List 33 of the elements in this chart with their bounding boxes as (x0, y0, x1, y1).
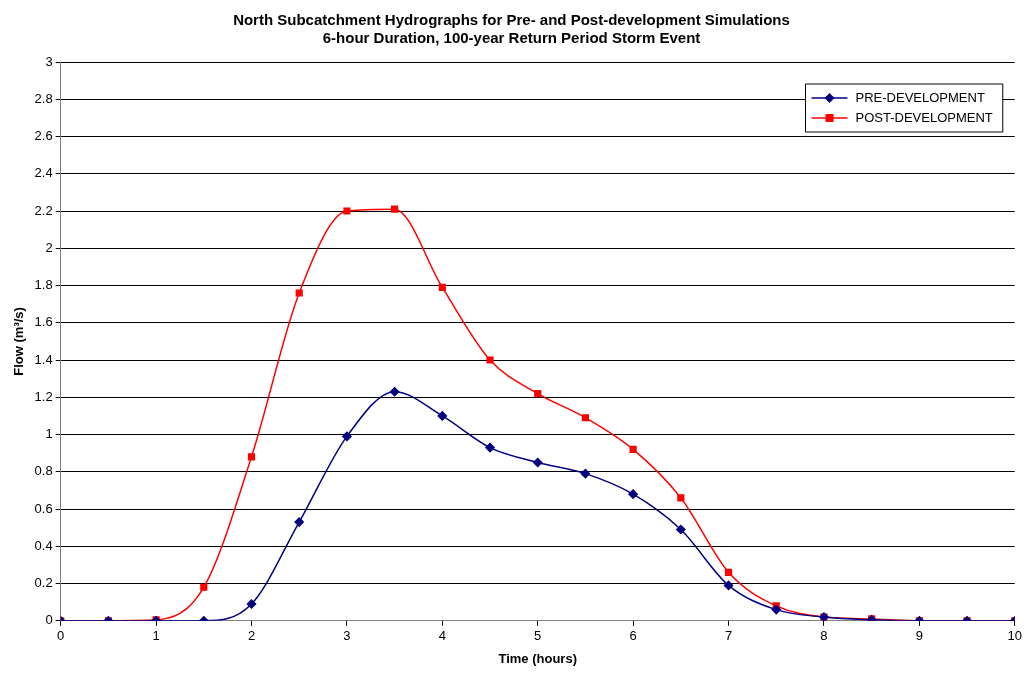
y-tick-label: 2.6 (34, 128, 53, 144)
y-tick-label: 0 (45, 612, 53, 628)
y-tick-label: 0.6 (34, 500, 53, 516)
x-tick-label: 6 (629, 628, 637, 644)
x-tick-label: 3 (343, 628, 351, 644)
y-tick-label: 3 (45, 53, 53, 69)
x-tick-label: 4 (438, 628, 446, 644)
x-tick-label: 8 (820, 628, 828, 644)
x-tick-label: 0 (57, 628, 65, 644)
y-tick-label: 0.4 (34, 537, 53, 553)
y-tick-label: 2.8 (34, 90, 53, 106)
chart-subtitle: 6-hour Duration, 100-year Return Period Storm Event (322, 29, 701, 47)
x-tick-label: 2 (247, 628, 256, 644)
y-tick-label: 2.4 (34, 165, 53, 181)
y-tick-label: 2 (45, 239, 53, 255)
x-axis-title: Time (hours) (498, 650, 577, 666)
y-axis-title: Flow (m³/s) (11, 307, 27, 376)
x-tick-label: 1 (152, 628, 160, 644)
y-tick-label: 0.8 (34, 463, 53, 479)
chart-title: North Subcatchment Hydrographs for Pre- and Post-development Simulations (233, 11, 790, 29)
x-tick-label: 10 (1007, 628, 1022, 644)
y-tick-label: 2.2 (34, 202, 53, 218)
y-tick-label: 1.2 (34, 388, 53, 404)
x-tick-label: 9 (915, 628, 923, 644)
y-tick-label: 1.4 (34, 351, 53, 367)
y-tick-label: 1 (45, 426, 53, 442)
legend-label: PRE-DEVELOPMENT (855, 89, 985, 105)
legend-label: POST-DEVELOPMENT (855, 109, 993, 125)
y-tick-label: 1.6 (34, 314, 53, 330)
x-tick-label: 5 (534, 628, 542, 644)
y-tick-label: 0.2 (34, 575, 53, 591)
x-tick-label: 7 (724, 628, 733, 644)
y-tick-label: 1.8 (34, 277, 53, 293)
